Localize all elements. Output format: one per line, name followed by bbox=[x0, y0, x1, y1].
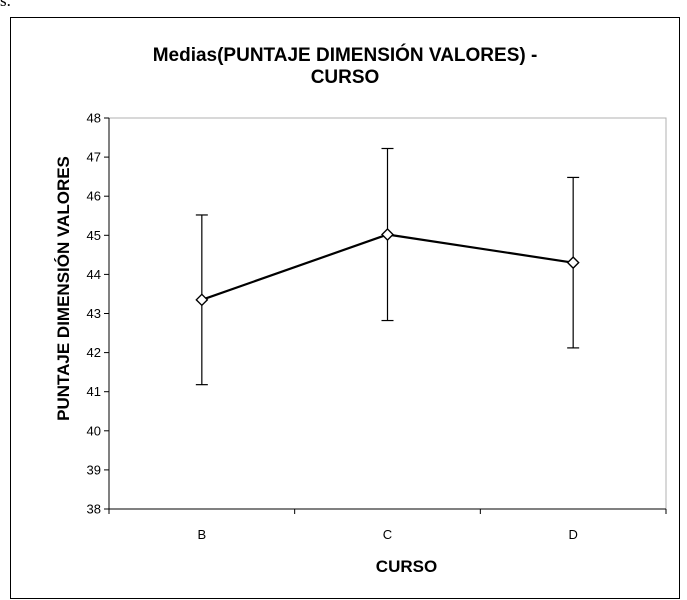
chart-title: Medias(PUNTAJE DIMENSIÓN VALORES) - CURS… bbox=[10, 45, 680, 89]
y-tick-label: 38 bbox=[87, 502, 101, 517]
y-tick-label: 45 bbox=[87, 228, 101, 243]
chart-frame bbox=[10, 17, 680, 599]
y-tick-label: 41 bbox=[87, 384, 101, 399]
y-tick-label: 39 bbox=[87, 462, 101, 477]
x-axis-title: CURSO bbox=[376, 557, 437, 576]
y-tick-label: 40 bbox=[87, 423, 101, 438]
y-tick-label: 42 bbox=[87, 345, 101, 360]
x-tick-label: D bbox=[568, 527, 577, 542]
data-point-marker bbox=[195, 293, 209, 307]
y-tick-label: 48 bbox=[87, 111, 101, 126]
x-tick-label: B bbox=[197, 527, 206, 542]
y-tick-label: 46 bbox=[87, 189, 101, 204]
y-tick-label: 44 bbox=[87, 267, 101, 282]
data-point-marker bbox=[381, 228, 394, 242]
chart-title-line-1: Medias(PUNTAJE DIMENSIÓN VALORES) - bbox=[152, 45, 538, 66]
chart-title-line-2: CURSO bbox=[310, 67, 380, 88]
data-point-marker bbox=[566, 256, 580, 270]
x-tick-label: C bbox=[383, 527, 392, 542]
y-tick-label: 47 bbox=[87, 150, 101, 165]
y-tick-label: 43 bbox=[87, 306, 101, 321]
y-axis-title: PUNTAJE DIMENSIÓN VALORES bbox=[54, 156, 73, 421]
page-top-text: s. bbox=[0, 0, 11, 10]
